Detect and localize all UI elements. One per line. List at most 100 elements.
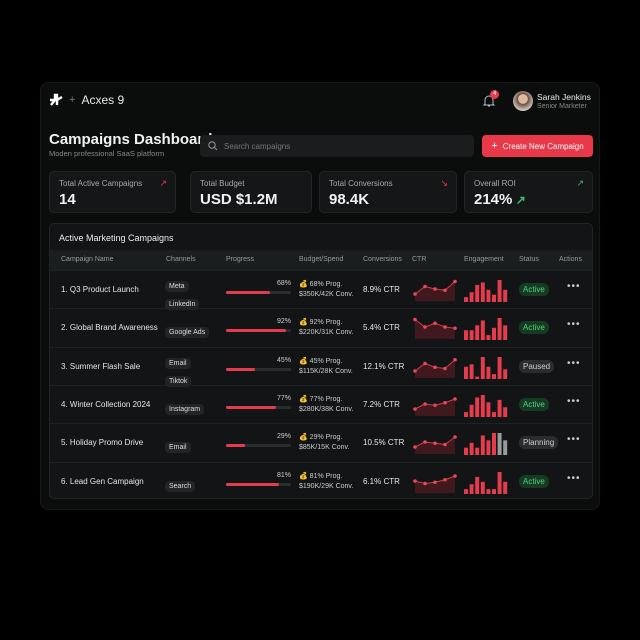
budget-spend: 💰 45% Prog. $115K/28K Conv. (299, 357, 353, 375)
ctr-sparkline (413, 473, 457, 493)
progress-bar (226, 291, 291, 294)
column-header: CTR (412, 256, 427, 263)
table-row[interactable]: 1. Q3 Product Launch Meta LinkedIn 68% 💰 … (50, 270, 592, 311)
more-actions-icon[interactable]: ••• (567, 434, 581, 446)
engagement-bar (464, 412, 468, 417)
progress-label: 68% (276, 280, 291, 287)
dashboard-window: + Acxes 9 4 Sarah Jenkins Senior Markete… (40, 82, 600, 510)
avatar[interactable] (513, 91, 533, 111)
budget-spend: 💰 81% Prog. $190K/29K Conv. (299, 472, 354, 490)
engagement-bar (475, 476, 480, 494)
engagement-bar (497, 318, 502, 341)
engagement-bar (480, 282, 485, 302)
money-bag-icon: 💰 (299, 357, 308, 365)
channels: Search (164, 475, 222, 493)
budget-spend: 💰 77% Prog. $280K/38K Conv. (299, 395, 354, 413)
sparkline-point (413, 368, 417, 373)
engagement-chart (464, 356, 508, 379)
engagement-bar (492, 294, 496, 302)
column-header: Budget/Spend (299, 256, 344, 263)
channels: Meta LinkedIn (164, 275, 222, 311)
engagement-bar (469, 483, 474, 494)
sparkline-point (433, 403, 437, 407)
campaign-name[interactable]: 4. Winter Collection 2024 (61, 399, 151, 409)
sparkline-point (443, 325, 447, 330)
plus-icon: + (491, 140, 498, 152)
more-actions-icon[interactable]: ••• (567, 395, 581, 407)
column-header: Actions (559, 256, 582, 263)
status-badge: Active (519, 283, 549, 296)
more-actions-icon[interactable]: ••• (567, 357, 581, 369)
kpi-card[interactable]: Total Conversions 98.4K ↘ (319, 171, 457, 213)
trend-up-icon: ↗ (512, 193, 526, 207)
table-row[interactable]: 4. Winter Collection 2024 Instagram 77% … (50, 384, 592, 423)
more-actions-icon[interactable]: ••• (567, 319, 581, 331)
ctr-value: 10.5% CTR (363, 438, 405, 448)
channel-chip: LinkedIn (165, 299, 200, 310)
sparkline-point (423, 284, 427, 289)
sparkline-point (413, 478, 417, 483)
kpi-card[interactable]: Overall ROI 214% ↗ ↗ (464, 171, 593, 213)
sparkline-point (453, 357, 457, 362)
sparkline-point (423, 361, 427, 365)
sparkline-point (423, 481, 427, 485)
channel-chip: Email (165, 442, 191, 454)
kpi-card[interactable]: Total Active Campaigns 14 ↗ (49, 171, 176, 213)
kpi-label: Total Conversions (329, 179, 393, 188)
channels: Google Ads (164, 321, 222, 339)
create-campaign-button[interactable]: + Create New Campaign (482, 135, 593, 157)
sparkline-point (413, 317, 417, 322)
engagement-bar (503, 481, 508, 494)
money-bag-icon: 💰 (299, 395, 308, 403)
sparkline-point (413, 407, 417, 411)
channels: Email Tiktok (164, 352, 222, 388)
engagement-bar (475, 284, 480, 302)
money-bag-icon: 💰 (299, 434, 308, 442)
table-row[interactable]: 3. Summer Flash Sale Email Tiktok 45% 💰 4… (50, 346, 592, 388)
channel-chip: Search (165, 480, 196, 492)
campaign-name[interactable]: 1. Q3 Product Launch (61, 285, 139, 294)
sparkline-area (415, 319, 455, 340)
campaign-name[interactable]: 2. Global Brand Awareness (61, 323, 158, 333)
engagement-bar (469, 404, 474, 417)
campaign-name[interactable]: 3. Summer Flash Sale (61, 361, 141, 371)
sparkline-point (443, 442, 447, 447)
sparkline-point (423, 402, 427, 406)
engagement-bar (480, 394, 485, 417)
engagement-bar (503, 325, 508, 341)
engagement-bar (475, 325, 480, 341)
table-row[interactable]: 2. Global Brand Awareness Google Ads 92%… (50, 308, 592, 346)
brand-logo[interactable]: + Acxes 9 (49, 93, 124, 107)
trend-up-icon: ↗ (159, 178, 167, 188)
ctr-value: 8.9% CTR (363, 285, 400, 294)
column-header: Conversions (363, 256, 402, 263)
sparkline-point (413, 292, 417, 296)
kpi-value: 214% ↗ (474, 191, 526, 208)
column-header: Engagement (464, 256, 504, 263)
engagement-bar (492, 373, 496, 379)
engagement-bar (486, 488, 491, 494)
sparkline-point (433, 441, 437, 446)
status-badge: Active (519, 321, 549, 335)
engagement-chart (464, 471, 508, 494)
money-bag-icon: 💰 (299, 472, 308, 480)
table-row[interactable]: 5. Holiday Promo Drive Email 29% 💰 29% P… (50, 423, 592, 461)
table-row[interactable]: 6. Lead Gen Campaign Search 81% 💰 81% Pr… (50, 461, 592, 499)
engagement-bar (492, 488, 496, 494)
more-actions-icon[interactable]: ••• (567, 472, 581, 484)
search-input[interactable] (224, 141, 464, 151)
engagement-bar (475, 376, 480, 379)
kpi-card[interactable]: Total Budget USD $1.2M (190, 171, 312, 213)
column-header: Status (519, 256, 539, 263)
progress-bar (226, 367, 291, 371)
engagement-bar (464, 447, 468, 456)
campaign-name[interactable]: 5. Holiday Promo Drive (61, 438, 144, 448)
search-bar[interactable] (200, 135, 474, 157)
engagement-chart (464, 280, 508, 302)
progress-label: 45% (276, 356, 291, 364)
engagement-bar (503, 407, 508, 417)
more-actions-icon[interactable]: ••• (567, 281, 581, 292)
sparkline-point (453, 435, 457, 439)
engagement-chart (464, 318, 508, 341)
campaign-name[interactable]: 6. Lead Gen Campaign (61, 476, 144, 486)
